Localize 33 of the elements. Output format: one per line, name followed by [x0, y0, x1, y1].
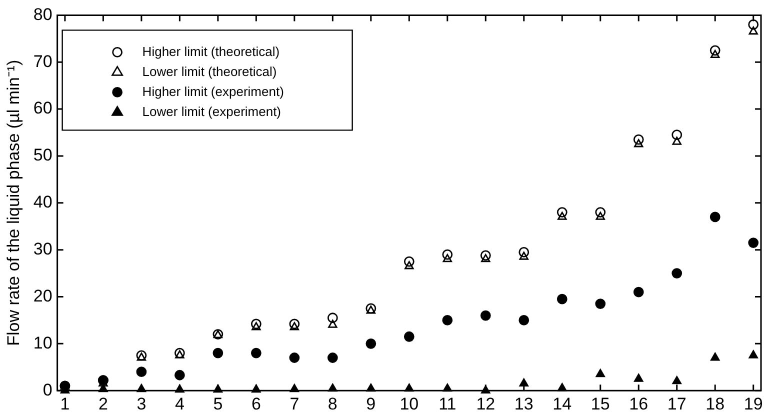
y-tick-label: 30	[33, 240, 52, 259]
x-tick-label: 15	[590, 394, 610, 414]
x-tick-label: 19	[744, 394, 763, 414]
x-tick-label: 8	[328, 394, 338, 414]
legend-label: Lower limit (theoretical)	[142, 64, 277, 79]
x-tick-label: 9	[366, 394, 376, 414]
y-tick-label: 50	[33, 146, 52, 165]
y-axis-title: Flow rate of the liquid phase (µl min⁻¹)	[4, 60, 23, 346]
y-tick-label: 0	[42, 380, 52, 400]
legend-label: Lower limit (experiment)	[142, 104, 282, 119]
x-tick-label: 7	[290, 394, 300, 414]
y-tick-label: 70	[33, 52, 52, 71]
x-tick-label: 4	[174, 394, 184, 414]
legend-label: Higher limit (theoretical)	[142, 44, 280, 59]
y-tick-label: 40	[33, 192, 52, 212]
y-tick-label: 10	[33, 333, 52, 352]
x-tick-label: 5	[213, 394, 223, 414]
x-tick-label: 1	[60, 394, 70, 414]
x-tick-label: 14	[552, 394, 572, 414]
x-tick-label: 13	[514, 394, 534, 414]
x-tick-label: 6	[251, 394, 261, 414]
x-tick-label: 3	[136, 394, 146, 414]
x-tick-label: 12	[476, 394, 496, 414]
x-tick-label: 17	[667, 394, 686, 414]
x-tick-label: 11	[438, 394, 456, 414]
x-tick-label: 16	[629, 394, 648, 414]
y-tick-label: 60	[33, 98, 52, 118]
y-tick-label: 80	[33, 4, 52, 24]
x-tick-label: 2	[98, 394, 108, 414]
x-tick-label: 10	[400, 394, 419, 414]
x-tick-label: 18	[706, 394, 725, 414]
y-tick-label: 20	[33, 286, 52, 306]
legend-label: Higher limit (experiment)	[142, 84, 284, 99]
